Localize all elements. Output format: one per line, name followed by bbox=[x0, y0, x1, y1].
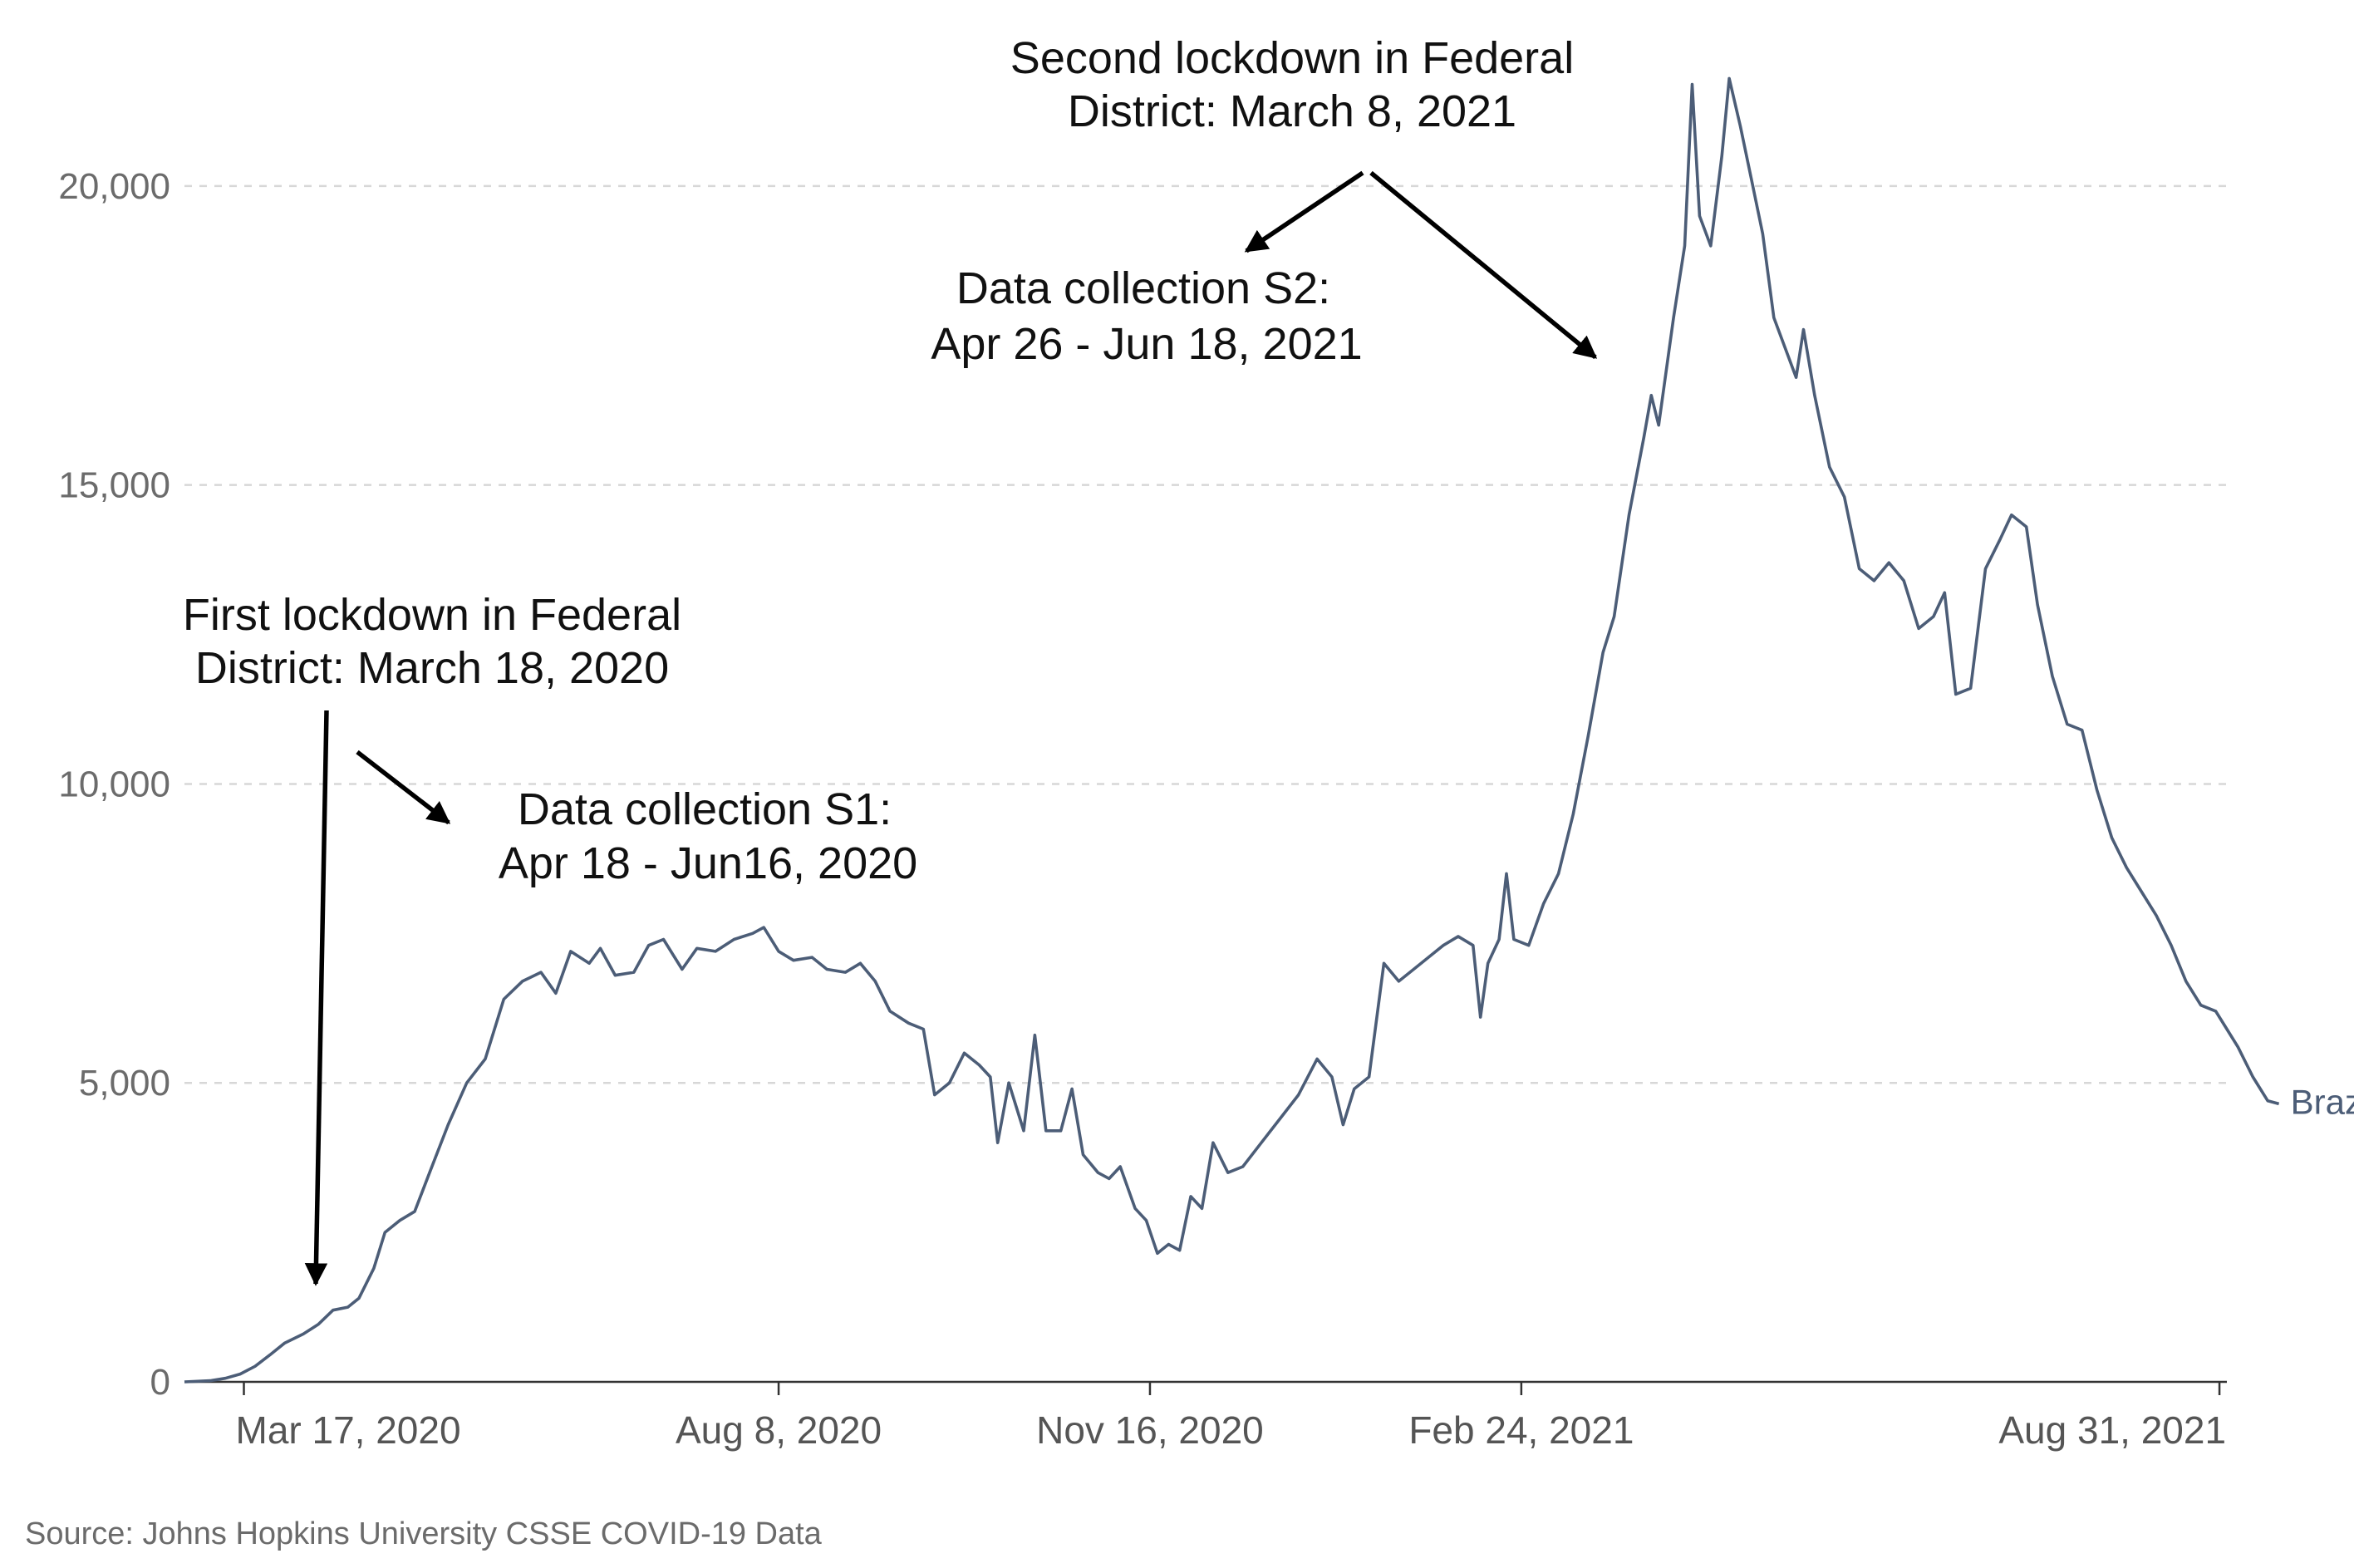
annotation-s1-line1: Data collection S1: bbox=[518, 784, 892, 834]
annotation-first-lockdown-line1: First lockdown in Federal bbox=[183, 590, 681, 640]
series-label-brazil: Brazil bbox=[2291, 1082, 2354, 1121]
annotation-s2-line1: Data collection S2: bbox=[956, 263, 1330, 313]
x-axis: Mar 17, 2020 Aug 8, 2020 Nov 16, 2020 Feb 2… bbox=[184, 1380, 2227, 1452]
x-tick-label: Feb 24, 2021 bbox=[1408, 1408, 1634, 1452]
annotation-first-lockdown-line2: District: March 18, 2020 bbox=[195, 643, 669, 693]
x-tick-label: Aug 31, 2021 bbox=[1998, 1408, 2226, 1452]
arrow-second-lockdown bbox=[1369, 170, 1598, 360]
annotation-second-lockdown-line2: District: March 8, 2021 bbox=[1068, 86, 1516, 136]
y-tick-label: 15,000 bbox=[58, 465, 170, 506]
y-axis-ticks: 0 5,000 10,000 15,000 20,000 bbox=[58, 166, 170, 1403]
source-note: Source: Johns Hopkins University CSSE CO… bbox=[25, 1516, 823, 1551]
y-tick-label: 0 bbox=[150, 1362, 170, 1403]
x-tick-label: Mar 17, 2020 bbox=[236, 1408, 461, 1452]
y-tick-label: 10,000 bbox=[58, 764, 170, 804]
arrow-first-lockdown bbox=[304, 710, 329, 1286]
y-tick-label: 20,000 bbox=[58, 166, 170, 207]
x-tick-label: Nov 16, 2020 bbox=[1036, 1408, 1264, 1452]
annotation-second-lockdown-line1: Second lockdown in Federal bbox=[1010, 33, 1574, 83]
arrow-data-collection-s1 bbox=[356, 750, 451, 825]
x-tick-label: Aug 8, 2020 bbox=[676, 1408, 882, 1452]
y-tick-label: 5,000 bbox=[79, 1063, 170, 1103]
series-line-brazil bbox=[184, 76, 2280, 1384]
arrow-data-collection-s2 bbox=[1244, 170, 1364, 253]
annotation-s2-line2: Apr 26 - Jun 18, 2021 bbox=[931, 319, 1362, 369]
gridlines bbox=[184, 184, 2227, 1084]
annotation-s1-line2: Apr 18 - Jun16, 2020 bbox=[499, 838, 917, 888]
